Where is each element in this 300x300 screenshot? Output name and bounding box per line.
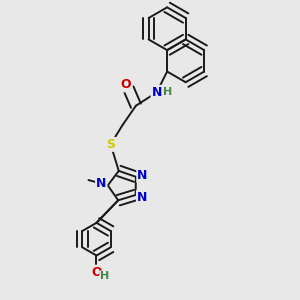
Text: N: N	[137, 191, 147, 204]
Text: N: N	[152, 86, 162, 99]
Text: S: S	[106, 138, 115, 151]
Text: O: O	[121, 78, 131, 92]
Text: H: H	[164, 87, 173, 97]
Text: H: H	[100, 271, 110, 281]
Text: O: O	[91, 266, 102, 279]
Text: N: N	[137, 169, 148, 182]
Text: N: N	[96, 177, 106, 190]
